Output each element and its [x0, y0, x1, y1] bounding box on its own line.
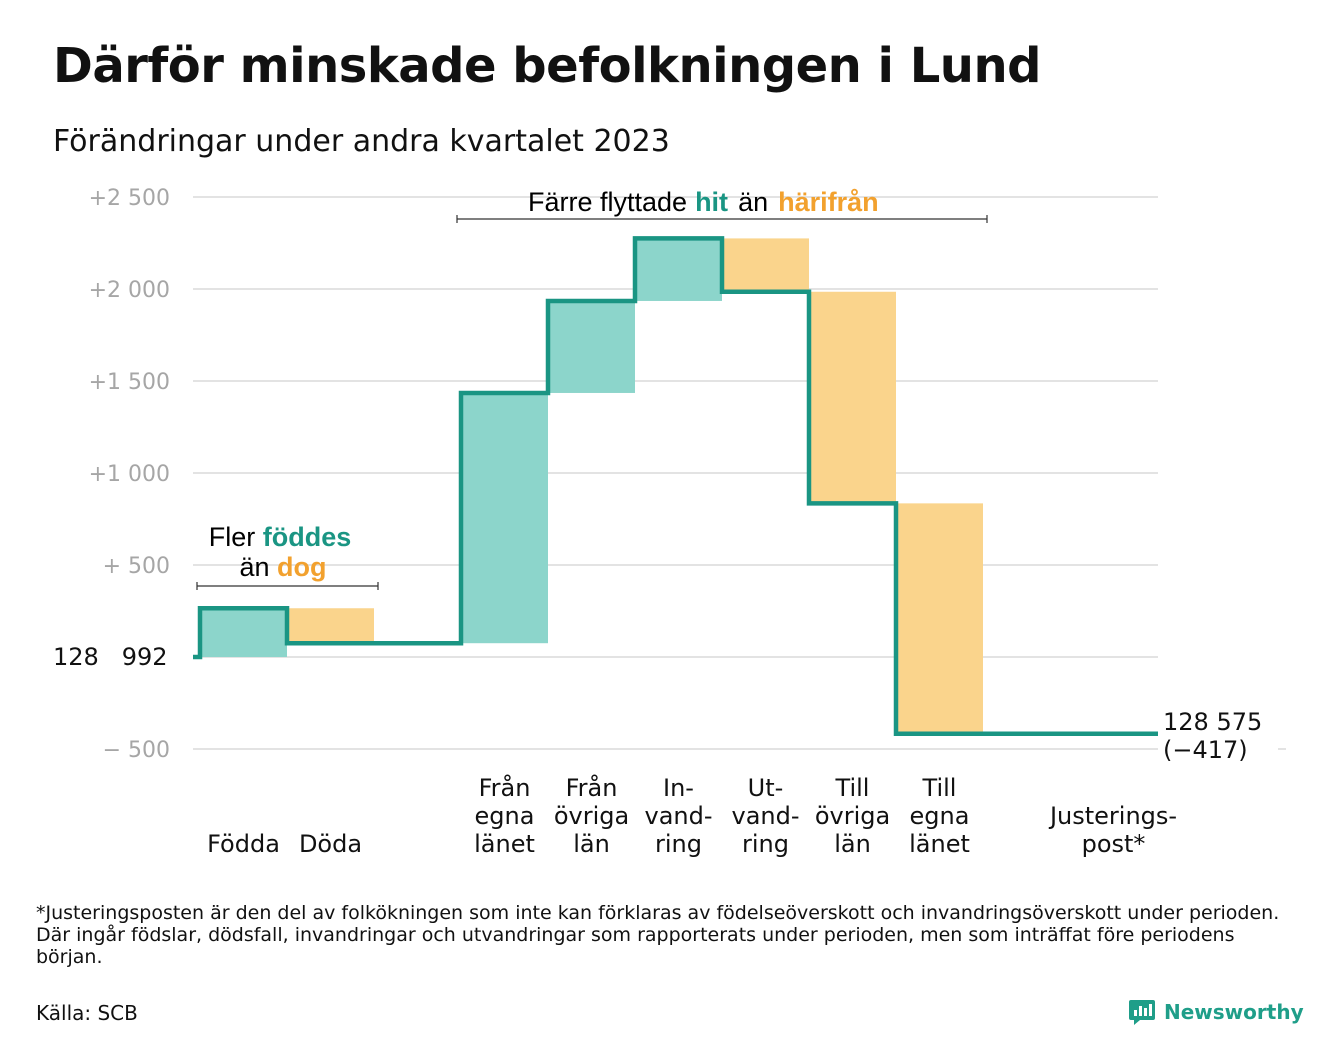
- category-label: egna: [475, 802, 535, 830]
- waterfall-bar: [896, 503, 983, 734]
- source-label: Källa: SCB: [36, 1001, 138, 1025]
- cumulative-step-line: [193, 236, 1158, 736]
- start-value-label: 128 992: [53, 643, 168, 671]
- category-label: länet: [474, 830, 535, 858]
- category-label: Till: [835, 774, 870, 802]
- moves-annotation-out: härifrån: [778, 187, 879, 217]
- category-label: Från: [566, 773, 618, 802]
- end-change-label: (−417): [1163, 736, 1248, 764]
- waterfall-bar: [200, 608, 287, 657]
- y-tick-label: − 500: [103, 738, 170, 763]
- y-tick-label: +2 500: [89, 186, 170, 211]
- chart-subtitle: Förändringar under andra kvartalet 2023: [53, 124, 670, 159]
- svg-text:än dog: än dog: [239, 552, 326, 582]
- end-value-label: 128 575: [1163, 708, 1262, 736]
- moves-annotation-in: hit: [695, 187, 728, 217]
- moves-annotation-bracket: [456, 215, 988, 223]
- waterfall-bar: [287, 608, 374, 644]
- category-label: övriga: [554, 802, 629, 830]
- brand-name: Newsworthy: [1164, 1000, 1304, 1024]
- footnote: *Justeringsposten är den del av folkökni…: [36, 902, 1280, 968]
- category-label: vand-: [644, 802, 712, 830]
- births-annotation-bracket: [196, 582, 379, 590]
- category-label: ring: [655, 830, 702, 858]
- brand-logo: Newsworthy: [1128, 998, 1304, 1026]
- category-label: Justerings-: [1048, 802, 1177, 830]
- births-annotation: Fler föddes än dog: [196, 522, 379, 590]
- newsworthy-icon: [1129, 1000, 1155, 1025]
- category-label: Födda: [207, 830, 280, 858]
- waterfall-bar: [722, 238, 809, 292]
- category-label: Ut-: [748, 774, 784, 802]
- bar-layer: [200, 238, 983, 734]
- waterfall-bar: [809, 291, 896, 504]
- category-label: In-: [663, 774, 694, 802]
- waterfall-bar: [548, 300, 635, 393]
- y-tick-label: + 500: [103, 554, 170, 579]
- category-label: vand-: [731, 802, 799, 830]
- category-label: Döda: [299, 830, 362, 858]
- category-label: län: [834, 830, 871, 858]
- moves-annotation-mid: än: [738, 187, 768, 217]
- category-label: Från: [479, 773, 531, 802]
- y-tick-label: +1 500: [89, 370, 170, 395]
- category-label: ring: [742, 830, 789, 858]
- category-label: egna: [910, 802, 970, 830]
- births-annotation-highlight: föddes: [263, 522, 352, 552]
- grid-layer: − 500 + 500 +1 000 +1 500 +2 000 +2 500: [89, 186, 1286, 763]
- line-layer: [193, 236, 1158, 736]
- moves-annotation-text: Färre flyttade: [528, 187, 687, 217]
- category-label: post*: [1082, 830, 1146, 858]
- moves-annotation: Färre flyttade hit än härifrån: [456, 187, 988, 223]
- deaths-annotation-text: än: [239, 552, 277, 582]
- y-tick-label: +2 000: [89, 278, 170, 303]
- chart-title: Därför minskade befolkningen i Lund: [53, 38, 1042, 94]
- waterfall-bar: [635, 238, 722, 301]
- births-annotation-text: Fler: [209, 522, 263, 552]
- label-layer: Födda DödaFrånegnalänetFrånövrigalänIn-va…: [207, 773, 1177, 858]
- category-label: län: [573, 830, 610, 858]
- svg-text:Fler föddes: Fler föddes: [209, 522, 352, 552]
- category-label: länet: [909, 830, 970, 858]
- waterfall-bar: [461, 392, 548, 644]
- category-label: Till: [922, 774, 957, 802]
- category-label: övriga: [815, 802, 890, 830]
- deaths-annotation-highlight: dog: [277, 552, 326, 582]
- y-tick-label: +1 000: [89, 462, 170, 487]
